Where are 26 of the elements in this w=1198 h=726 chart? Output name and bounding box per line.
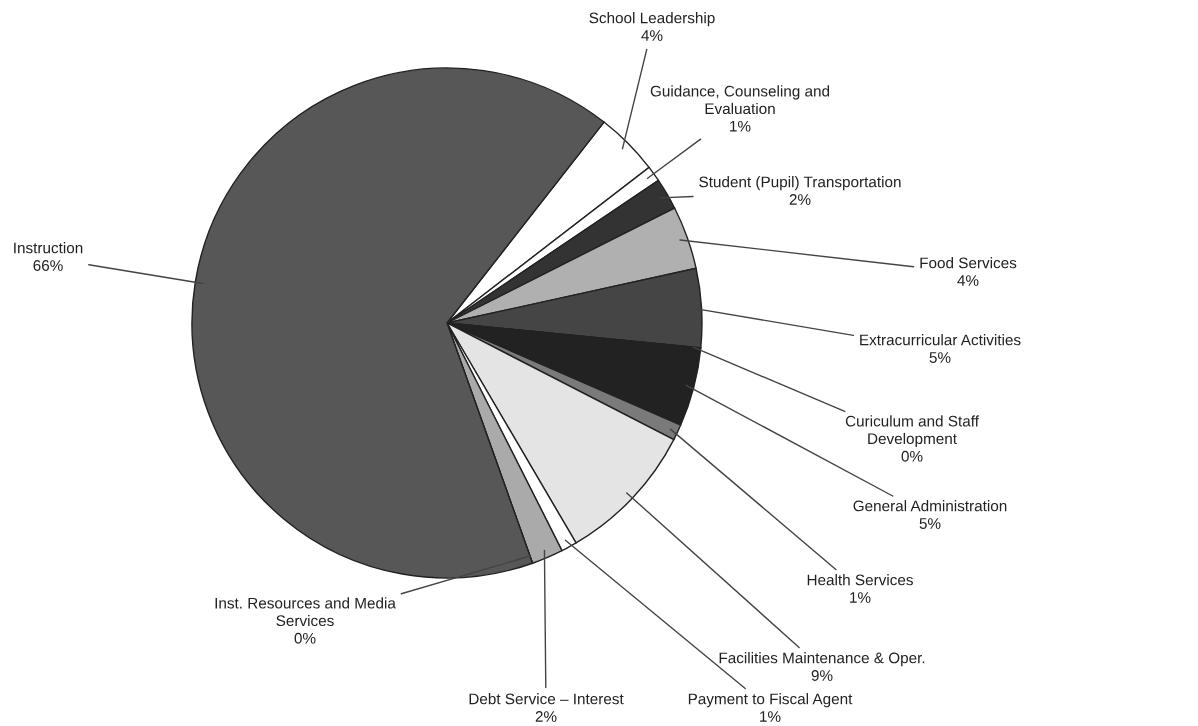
data-label: 2% (535, 711, 557, 722)
data-label: 4% (957, 275, 979, 286)
slice-label: General Administration (853, 500, 1007, 512)
slice-label: School Leadership (589, 12, 715, 27)
data-label: 9% (811, 670, 833, 681)
data-label: 66% (33, 260, 63, 271)
data-label: 5% (929, 352, 951, 363)
data-label: 1% (850, 592, 871, 603)
text: 0% (294, 632, 316, 644)
data-label: 5% (919, 518, 941, 529)
slice-label: Health Services (807, 574, 913, 586)
slice-label: Extracurricular Activities (860, 334, 1021, 346)
text: 0% (901, 450, 923, 462)
slice-label: Student (Pupil) Transportation (699, 176, 901, 191)
data-label: 2% (789, 194, 811, 205)
category-label: Inst. Resources and Media Services (215, 597, 396, 627)
data-label: 4% (641, 30, 663, 41)
category-label: Curiculum and Staff Development (845, 415, 979, 448)
slice-label: Facilities Maintenance & Oper. (719, 652, 925, 667)
data-label: 1% (730, 120, 751, 132)
slice-label: Payment to Fiscal Agent (688, 693, 853, 708)
slice-label: Instruction (14, 242, 83, 254)
slice-label: Food Services (920, 257, 1017, 269)
data-label: 1% (760, 711, 781, 722)
slice-label: Guidance, Counseling and Evaluation (650, 85, 830, 115)
slice-label: Debt Service – Interest (469, 693, 624, 705)
